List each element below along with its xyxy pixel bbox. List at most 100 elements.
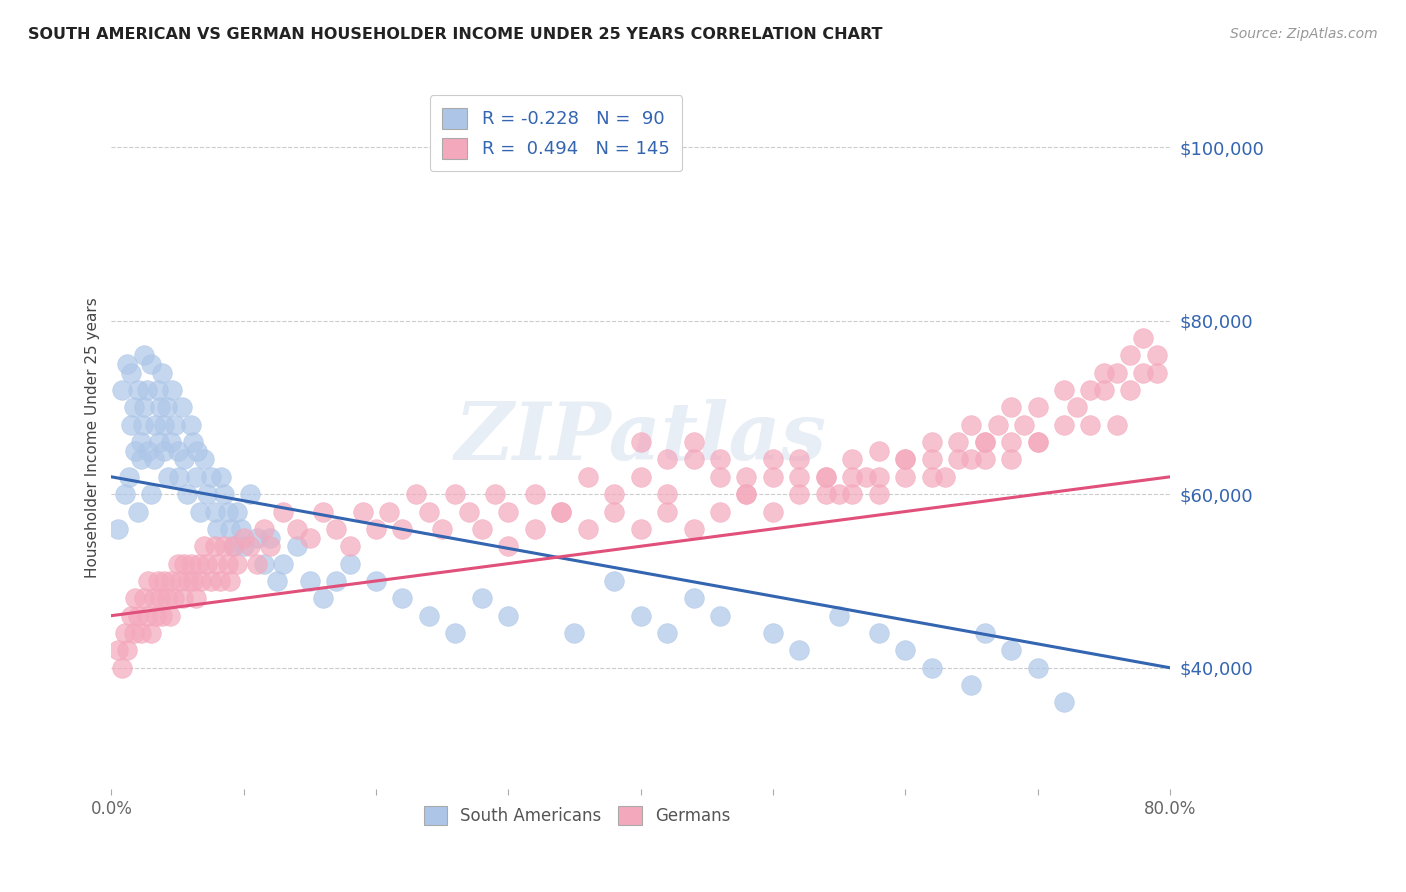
Point <box>630 522 652 536</box>
Point <box>117 470 139 484</box>
Point <box>921 452 943 467</box>
Point <box>1080 417 1102 432</box>
Point <box>122 401 145 415</box>
Point <box>946 435 969 450</box>
Point <box>1080 383 1102 397</box>
Point <box>229 522 252 536</box>
Point <box>246 557 269 571</box>
Point <box>828 487 851 501</box>
Point <box>603 504 626 518</box>
Point <box>1119 383 1142 397</box>
Point <box>186 443 208 458</box>
Point <box>150 366 173 380</box>
Point <box>973 626 995 640</box>
Point <box>195 557 218 571</box>
Point <box>841 452 863 467</box>
Point <box>138 443 160 458</box>
Point <box>239 487 262 501</box>
Point <box>735 470 758 484</box>
Text: Source: ZipAtlas.com: Source: ZipAtlas.com <box>1230 27 1378 41</box>
Point <box>188 504 211 518</box>
Point <box>735 487 758 501</box>
Point <box>1053 417 1076 432</box>
Point <box>252 522 274 536</box>
Point <box>111 383 134 397</box>
Point <box>212 539 235 553</box>
Point <box>184 591 207 606</box>
Point <box>129 435 152 450</box>
Point <box>457 504 479 518</box>
Point <box>682 522 704 536</box>
Point <box>285 522 308 536</box>
Point <box>132 417 155 432</box>
Point <box>762 504 785 518</box>
Point <box>146 574 169 588</box>
Point <box>239 539 262 553</box>
Point <box>444 626 467 640</box>
Point <box>153 417 176 432</box>
Point <box>391 522 413 536</box>
Point <box>180 417 202 432</box>
Point <box>143 417 166 432</box>
Point <box>1132 331 1154 345</box>
Point <box>212 487 235 501</box>
Point <box>183 435 205 450</box>
Point <box>139 626 162 640</box>
Point <box>111 661 134 675</box>
Point <box>124 591 146 606</box>
Point <box>312 591 335 606</box>
Point <box>576 470 599 484</box>
Point <box>204 504 226 518</box>
Point <box>129 626 152 640</box>
Point <box>1105 366 1128 380</box>
Point <box>603 487 626 501</box>
Point <box>1053 383 1076 397</box>
Point <box>630 435 652 450</box>
Point <box>232 531 254 545</box>
Point <box>208 574 231 588</box>
Point <box>156 591 179 606</box>
Point <box>148 435 170 450</box>
Point <box>789 487 811 501</box>
Point <box>159 608 181 623</box>
Point <box>219 522 242 536</box>
Point <box>960 417 983 432</box>
Point <box>167 470 190 484</box>
Point <box>136 608 159 623</box>
Point <box>107 522 129 536</box>
Point <box>193 452 215 467</box>
Point <box>217 504 239 518</box>
Point <box>603 574 626 588</box>
Point <box>894 452 917 467</box>
Point <box>312 504 335 518</box>
Point <box>162 383 184 397</box>
Point <box>259 531 281 545</box>
Point <box>325 522 347 536</box>
Point <box>405 487 427 501</box>
Text: SOUTH AMERICAN VS GERMAN HOUSEHOLDER INCOME UNDER 25 YEARS CORRELATION CHART: SOUTH AMERICAN VS GERMAN HOUSEHOLDER INC… <box>28 27 883 42</box>
Point <box>855 470 877 484</box>
Point <box>973 452 995 467</box>
Point <box>156 401 179 415</box>
Point <box>173 452 195 467</box>
Point <box>1053 695 1076 709</box>
Point <box>193 539 215 553</box>
Point <box>921 661 943 675</box>
Point <box>1000 452 1022 467</box>
Point <box>523 487 546 501</box>
Point <box>222 539 245 553</box>
Point <box>484 487 506 501</box>
Point <box>209 470 232 484</box>
Point <box>364 522 387 536</box>
Point <box>184 470 207 484</box>
Point <box>789 452 811 467</box>
Point <box>498 504 520 518</box>
Point <box>564 626 586 640</box>
Point <box>934 470 956 484</box>
Point <box>1092 366 1115 380</box>
Point <box>868 487 890 501</box>
Point <box>1000 643 1022 657</box>
Point <box>418 608 440 623</box>
Point <box>285 539 308 553</box>
Point <box>339 539 361 553</box>
